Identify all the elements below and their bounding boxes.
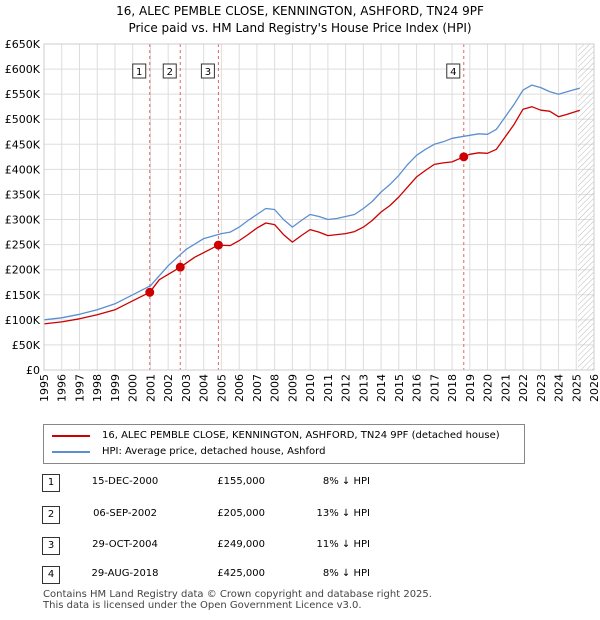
sale-point	[459, 152, 469, 162]
transaction-hpi: 8% ↓ HPI	[322, 568, 370, 579]
chart-title: 16, ALEC PEMBLE CLOSE, KENNINGTON, ASHFO…	[116, 4, 484, 18]
legend-label-property: 16, ALEC PEMBLE CLOSE, KENNINGTON, ASHFO…	[102, 430, 500, 441]
sale-label: 1	[136, 67, 142, 78]
y-tick-label: £50K	[12, 339, 41, 352]
x-tick-label: 2009	[286, 374, 299, 402]
transaction-number: 4	[42, 566, 60, 584]
footer: Contains HM Land Registry data © Crown c…	[43, 589, 432, 611]
transaction-price: £425,000	[217, 568, 265, 579]
transaction-price: £249,000	[217, 539, 265, 550]
series-line	[43, 106, 580, 325]
x-tick-label: 2006	[233, 374, 246, 402]
x-tick-label: 2017	[428, 374, 441, 402]
price-chart: 1 2 3 4 £0 £50K £100K £150K £200K £250K £300K £350…	[5, 38, 600, 402]
legend: 16, ALEC PEMBLE CLOSE, KENNINGTON, ASHFO…	[43, 424, 525, 464]
legend-swatch-red	[52, 435, 90, 437]
x-tick-label: 2010	[304, 374, 317, 402]
x-tick-label: 2000	[127, 374, 140, 402]
transaction-date: 29-AUG-2018	[91, 568, 159, 579]
x-tick-label: 2025	[570, 374, 583, 402]
transaction-number: 3	[42, 537, 60, 555]
y-tick-label: £450K	[5, 138, 41, 151]
sale-label: 3	[205, 67, 211, 78]
transaction-price: £205,000	[217, 508, 265, 519]
x-tick-label: 2008	[269, 374, 282, 402]
x-tick-label: 2005	[215, 374, 228, 402]
transaction-date: 29-OCT-2004	[92, 539, 158, 550]
x-tick-label: 1999	[109, 374, 122, 402]
sale-label-box	[162, 63, 177, 79]
y-tick-label: £0	[26, 364, 40, 377]
x-tick-label: 2022	[517, 374, 530, 402]
x-tick-label: 2014	[375, 374, 388, 402]
y-tick-label: £600K	[5, 63, 41, 76]
x-tick-label: 2015	[393, 374, 406, 402]
future-hatch	[578, 44, 594, 370]
sale-label-box	[132, 63, 147, 79]
x-tick-label: 2002	[162, 374, 175, 402]
sale-label: 4	[450, 67, 456, 78]
x-tick-label: 2012	[340, 374, 353, 402]
x-tick-label: 2026	[588, 374, 600, 402]
legend-swatch-blue	[52, 451, 90, 453]
y-tick-label: £650K	[5, 38, 41, 51]
sale-point	[213, 240, 223, 250]
y-tick-label: £350K	[5, 188, 41, 201]
x-tick-label: 2018	[446, 374, 459, 402]
series-line	[43, 84, 580, 321]
y-tick-label: £550K	[5, 88, 41, 101]
x-tick-label: 1996	[56, 374, 69, 402]
sale-point	[175, 262, 185, 272]
y-tick-label: £200K	[5, 264, 41, 277]
sale-label-box	[200, 63, 215, 79]
transaction-hpi: 8% ↓ HPI	[322, 476, 370, 487]
x-tick-label: 2003	[180, 374, 193, 402]
plot-frame	[43, 43, 595, 371]
sale-label-box	[446, 63, 461, 79]
y-tick-label: £150K	[5, 289, 41, 302]
transaction-date: 15-DEC-2000	[91, 476, 159, 487]
transaction-hpi: 13% ↓ HPI	[316, 508, 370, 519]
sale-point	[145, 287, 155, 297]
x-tick-label: 2021	[499, 374, 512, 402]
transaction-price: £155,000	[217, 476, 265, 487]
transaction-hpi: 11% ↓ HPI	[316, 539, 370, 550]
y-tick-label: £250K	[5, 239, 41, 252]
x-tick-label: 2024	[553, 374, 566, 402]
y-tick-label: £500K	[5, 113, 41, 126]
legend-label-hpi: HPI: Average price, detached house, Ashf…	[102, 446, 326, 457]
transaction-date: 06-SEP-2002	[93, 508, 157, 519]
transaction-number: 2	[42, 506, 60, 524]
sale-label: 2	[167, 67, 173, 78]
footer-licence: This data is licensed under the Open Gov…	[43, 600, 362, 611]
x-tick-label: 2016	[411, 374, 424, 402]
x-tick-label: 2020	[482, 374, 495, 402]
y-tick-label: £300K	[5, 214, 41, 227]
x-tick-label: 1997	[73, 374, 86, 402]
footer-copyright: Contains HM Land Registry data © Crown c…	[43, 589, 432, 600]
x-tick-label: 2013	[357, 374, 370, 402]
x-tick-label: 1995	[38, 374, 51, 402]
x-tick-label: 1998	[91, 374, 104, 402]
transaction-number: 1	[42, 474, 60, 492]
x-tick-label: 2001	[144, 374, 157, 402]
chart-subtitle: Price paid vs. HM Land Registry's House …	[128, 21, 472, 35]
plot-area	[44, 44, 594, 370]
x-tick-label: 2007	[251, 374, 264, 402]
y-tick-label: £400K	[5, 163, 41, 176]
x-tick-label: 2004	[198, 374, 211, 402]
x-tick-label: 2019	[464, 374, 477, 402]
y-tick-label: £100K	[5, 314, 41, 327]
x-tick-label: 2011	[322, 374, 335, 402]
x-tick-label: 2023	[535, 374, 548, 402]
